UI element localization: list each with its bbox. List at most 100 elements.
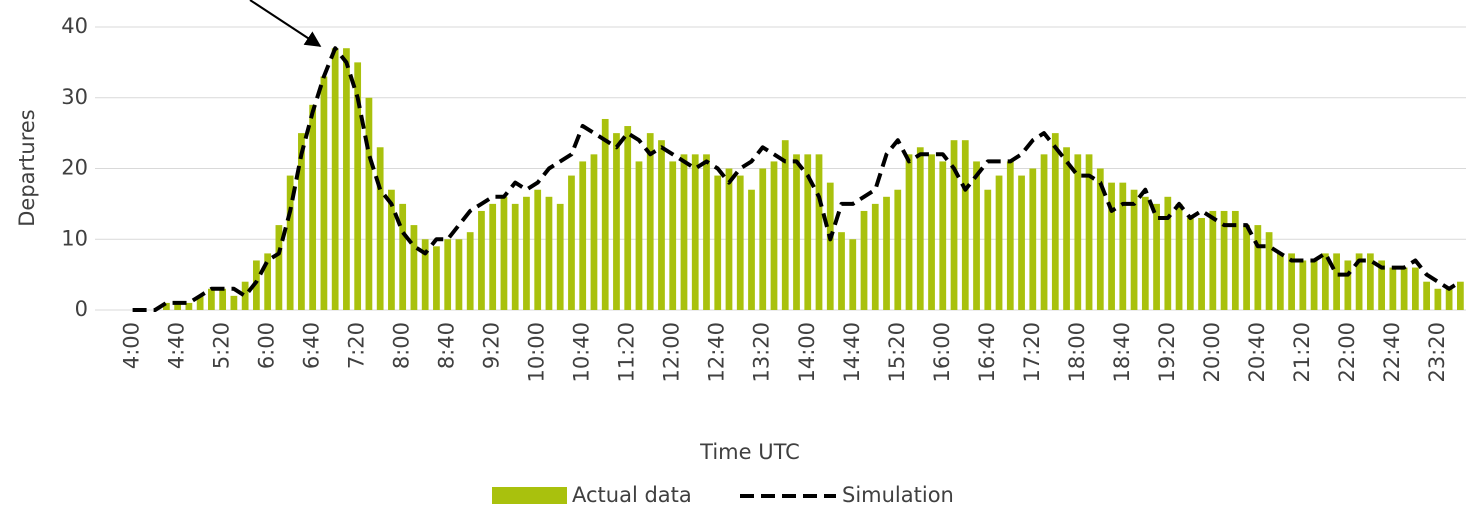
bar bbox=[781, 140, 789, 310]
x-tick-label: 16:00 bbox=[930, 322, 954, 383]
bar bbox=[1411, 267, 1419, 310]
bar bbox=[320, 76, 328, 311]
bar bbox=[1400, 267, 1408, 310]
bar bbox=[511, 203, 519, 310]
bar bbox=[1096, 168, 1104, 310]
x-tick-label: 7:20 bbox=[345, 322, 369, 369]
bar bbox=[736, 175, 744, 310]
bar bbox=[1108, 182, 1115, 310]
x-tick-label: 17:20 bbox=[1020, 322, 1044, 383]
bar bbox=[995, 175, 1003, 310]
bar bbox=[376, 147, 384, 310]
bars bbox=[163, 48, 1464, 311]
bar bbox=[928, 154, 935, 310]
bar bbox=[1051, 133, 1059, 310]
x-tick-label: 10:00 bbox=[525, 322, 549, 383]
bar bbox=[579, 161, 587, 310]
bar bbox=[241, 281, 249, 310]
bar bbox=[444, 239, 452, 310]
bar bbox=[1209, 210, 1217, 310]
bar bbox=[1254, 225, 1262, 310]
bar bbox=[590, 154, 598, 310]
x-tick-label: 10:40 bbox=[570, 322, 594, 383]
bar bbox=[601, 118, 609, 310]
bar bbox=[264, 253, 272, 310]
bar bbox=[1198, 218, 1205, 310]
bar bbox=[635, 161, 643, 310]
x-tick-label: 8:00 bbox=[390, 322, 414, 369]
x-tick-label: 20:00 bbox=[1200, 322, 1224, 383]
bar bbox=[860, 210, 868, 310]
bar bbox=[658, 140, 665, 310]
bar bbox=[1378, 260, 1385, 310]
bar bbox=[534, 189, 542, 310]
bar bbox=[1231, 210, 1239, 310]
bar bbox=[500, 196, 508, 310]
bar bbox=[1445, 288, 1453, 310]
bar bbox=[669, 161, 677, 310]
legend-swatch bbox=[492, 487, 567, 504]
bar bbox=[1141, 196, 1149, 310]
bar bbox=[1344, 260, 1352, 310]
bar bbox=[939, 161, 947, 310]
bar bbox=[354, 62, 362, 310]
y-tick-label: 20 bbox=[61, 156, 88, 180]
legend-label: Simulation bbox=[842, 483, 954, 507]
x-tick-label: 4:40 bbox=[165, 322, 189, 369]
bar bbox=[1029, 168, 1037, 310]
bar bbox=[1310, 260, 1318, 310]
bar bbox=[556, 203, 564, 310]
bar bbox=[1276, 253, 1284, 310]
bar bbox=[680, 154, 688, 310]
bar bbox=[365, 97, 373, 310]
bar bbox=[883, 196, 890, 310]
bar bbox=[691, 154, 699, 310]
bar bbox=[208, 288, 215, 310]
x-tick-label: 15:20 bbox=[885, 322, 909, 383]
bar bbox=[433, 246, 440, 310]
bar bbox=[1175, 203, 1183, 310]
x-tick-label: 19:20 bbox=[1155, 322, 1179, 383]
x-tick-label: 16:40 bbox=[975, 322, 999, 383]
bar bbox=[1040, 154, 1048, 310]
bar bbox=[894, 189, 902, 310]
bar bbox=[1434, 288, 1442, 310]
bar bbox=[298, 133, 305, 310]
x-tick-label: 23:20 bbox=[1425, 322, 1449, 383]
bar bbox=[388, 189, 395, 310]
labels: 0 10 20 30 40 4:00 4:40 5:20 6:00 6:40 7:20 8:00 8:4… bbox=[61, 14, 1449, 383]
bar bbox=[421, 239, 429, 310]
x-tick-label: 14:40 bbox=[840, 322, 864, 383]
lines bbox=[132, 46, 1462, 312]
x-tick-label: 14:00 bbox=[795, 322, 819, 383]
bar bbox=[309, 104, 317, 310]
bar bbox=[1119, 182, 1127, 310]
bar bbox=[1074, 154, 1082, 310]
y-tick-label: 10 bbox=[61, 226, 88, 250]
bar bbox=[275, 225, 283, 310]
line bbox=[132, 46, 1462, 312]
x-tick-label: 21:20 bbox=[1290, 322, 1314, 383]
bar bbox=[478, 210, 485, 310]
bar bbox=[1355, 253, 1363, 310]
bar bbox=[916, 147, 924, 310]
bar bbox=[219, 288, 227, 310]
bar bbox=[545, 196, 553, 310]
bar bbox=[759, 168, 767, 310]
x-tick-label: 6:00 bbox=[255, 322, 279, 369]
bar bbox=[253, 260, 260, 310]
bar bbox=[489, 203, 497, 310]
bar bbox=[1164, 196, 1172, 310]
bar bbox=[1423, 281, 1430, 310]
x-axis-label: Time UTC bbox=[699, 440, 800, 464]
bar bbox=[624, 126, 632, 310]
x-tick-label: 8:40 bbox=[435, 322, 459, 369]
bar bbox=[1456, 281, 1464, 310]
bar bbox=[1220, 210, 1228, 310]
y-tick-label: 30 bbox=[61, 85, 88, 109]
bar bbox=[815, 154, 823, 310]
bar bbox=[1018, 175, 1025, 310]
bar bbox=[1153, 203, 1160, 310]
bar bbox=[826, 182, 834, 310]
